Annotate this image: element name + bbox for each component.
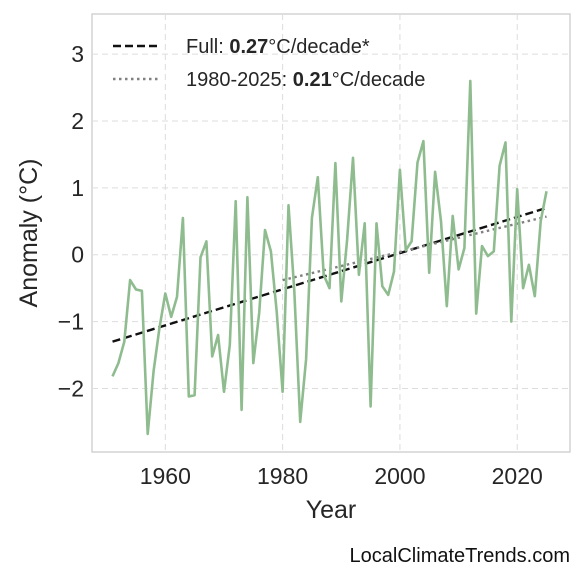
legend-entry-recent: 1980-2025: 0.21°C/decade: [186, 69, 425, 91]
legend-recent-prefix: 1980-2025:: [186, 69, 293, 91]
x-tick-label: 1960: [140, 463, 191, 489]
legend-recent-value: 0.21: [293, 69, 332, 91]
y-tick-label: 2: [71, 108, 84, 134]
x-tick-label: 1980: [257, 463, 308, 489]
legend-full-suffix: °C/decade*: [268, 36, 370, 58]
tick-labels: 1960 1980 2000 2020 −2 −1 0 1 2 3: [58, 41, 543, 489]
site-credit: LocalClimateTrends.com: [349, 545, 570, 567]
x-tick-label: 2000: [374, 463, 425, 489]
legend: Full: 0.27°C/decade* 1980-2025: 0.21°C/d…: [113, 36, 425, 91]
y-tick-label: −2: [58, 375, 84, 401]
legend-full-prefix: Full:: [186, 36, 229, 58]
legend-recent-suffix: °C/decade: [332, 69, 426, 91]
anomaly-series-line: [111, 79, 548, 436]
y-tick-label: 3: [71, 41, 84, 67]
x-axis-title: Year: [306, 496, 357, 524]
legend-entry-full: Full: 0.27°C/decade*: [186, 36, 370, 58]
data-series: [111, 79, 548, 436]
y-axis-title: Anomaly (°C): [15, 159, 43, 308]
y-tick-label: 0: [71, 242, 84, 268]
x-tick-label: 2020: [492, 463, 543, 489]
y-tick-label: 1: [71, 175, 84, 201]
legend-full-value: 0.27: [229, 36, 268, 58]
y-tick-label: −1: [58, 309, 84, 335]
